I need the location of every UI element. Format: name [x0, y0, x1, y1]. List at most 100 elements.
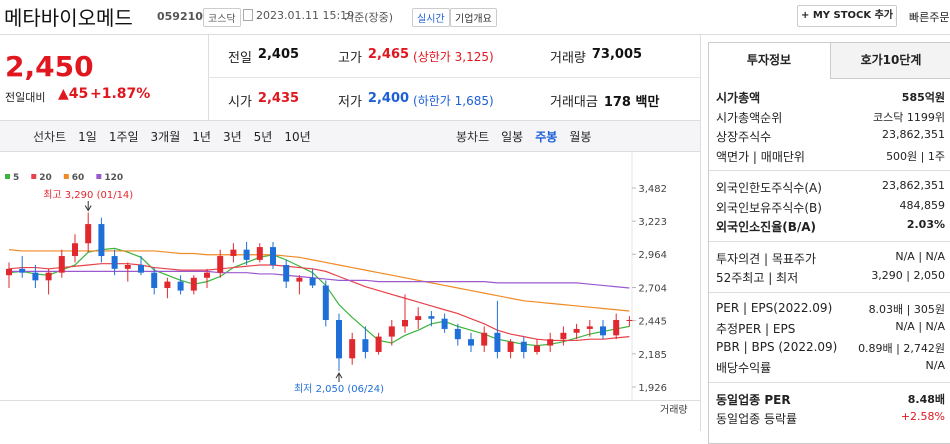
tab[interactable]: 호가10단계 [830, 43, 950, 79]
info-value: 585억원 [901, 91, 945, 104]
info-label: 시가총액순위 [716, 110, 783, 125]
y-tick-label: 1,926 [638, 383, 667, 394]
legend-label: 5 [13, 173, 19, 183]
divider [709, 291, 950, 293]
period-button[interactable]: 일봉 [501, 130, 524, 144]
period-button[interactable]: 주봉 [535, 130, 558, 144]
candle-body [547, 339, 554, 346]
period-button[interactable]: 3년 [222, 130, 242, 144]
info-value: 0.89배 | 2,742원 [858, 341, 945, 355]
ma-line [8, 247, 630, 347]
candle-body [573, 328, 580, 333]
candle-body [98, 224, 105, 257]
period-button[interactable]: 1일 [78, 130, 97, 144]
info-label: 추정PER | EPS [716, 322, 796, 336]
volume-label: 거래량 [660, 404, 688, 416]
divider [208, 77, 700, 78]
summary-label: 시가 [228, 95, 252, 110]
candle-body [243, 249, 250, 260]
info-value: 23,862,351 [882, 179, 945, 192]
period-button[interactable]: 1주일 [108, 130, 139, 144]
company-menu[interactable]: 기업개요 [450, 8, 497, 27]
candle-body [230, 249, 237, 257]
stock-name: 메타바이오메드 [4, 6, 133, 30]
summary-value: 2,435 [257, 91, 300, 106]
legend-label: 120 [104, 173, 123, 183]
realtime-badge[interactable]: 실시간 [412, 8, 450, 27]
annotation: 최저 2,050 (06/24) [294, 383, 384, 395]
candle-body [190, 277, 197, 291]
datetime: 2023.01.11 15:19 [256, 9, 355, 22]
candle-body [349, 339, 356, 359]
candle-body [124, 264, 131, 269]
info-value: +2.58% [900, 410, 945, 423]
candle-body [283, 264, 290, 282]
info-value: N/A [925, 359, 945, 372]
info-value: N/A | N/A [895, 249, 945, 263]
divider [709, 381, 950, 383]
period-button[interactable]: 10년 [284, 130, 311, 144]
price: 2,450 [5, 50, 94, 83]
info-value: 2.03% [906, 218, 945, 231]
candle-body [270, 247, 276, 265]
chart-kind: 봉차트 [456, 130, 490, 144]
candle-body [111, 256, 118, 269]
info-value: 8.03배 | 305원 [868, 302, 945, 316]
summary-label: 거래대금 [550, 95, 598, 110]
candle-body [151, 272, 158, 289]
my-stock-button[interactable]: + MY STOCK 추가 [797, 5, 897, 27]
page: 메타바이오메드 059210 코스닥 2023.01.11 15:19 기준(장… [0, 5, 950, 444]
candle-body [586, 326, 593, 329]
divider [700, 35, 701, 431]
summary-value: 2,465 [367, 47, 410, 62]
summary-value: 178 백만 [603, 95, 660, 110]
divider [709, 170, 950, 171]
candle-body [362, 339, 369, 352]
info-label: PER | EPS(2022.09) [716, 300, 833, 315]
tab[interactable]: 투자정보 [709, 43, 829, 78]
quick-order[interactable]: 빠른주문 [909, 11, 950, 24]
info-value: 23,862,351 [882, 128, 945, 141]
divider [0, 34, 950, 35]
candle-body [296, 277, 303, 282]
period-button[interactable]: 월봉 [569, 130, 592, 144]
legend-label: 60 [72, 173, 85, 183]
info-label: 52주최고 | 최저 [716, 271, 799, 285]
candle-body [520, 341, 527, 352]
candle-body [388, 326, 395, 337]
candle-body [164, 281, 171, 289]
summary-label: 전일 [228, 51, 252, 66]
candle-body [256, 247, 263, 260]
summary-value: 2,400 [367, 91, 410, 106]
candle-body [32, 272, 39, 281]
summary-label: 거래량 [550, 51, 586, 66]
legend-swatch [5, 174, 10, 179]
ma-line [8, 249, 630, 312]
candle-body [415, 316, 422, 320]
status: 기준(장중) [344, 11, 394, 24]
candle-body [309, 277, 316, 286]
info-value: 484,859 [899, 198, 946, 212]
candle-body [560, 332, 567, 340]
y-tick-label: 2,964 [638, 250, 667, 261]
info-label: PBR | BPS (2022.09) [716, 339, 838, 354]
period-button[interactable]: 3개월 [150, 130, 181, 144]
calendar-icon [243, 9, 253, 21]
period-button[interactable]: 5년 [253, 130, 273, 144]
candle-body [58, 256, 65, 273]
candle-body [19, 268, 26, 273]
candle-body [45, 272, 52, 281]
info-label: 시가총액 [716, 91, 761, 105]
info-label: 투자의견 | 목표주가 [716, 251, 816, 266]
market-badge: 코스닥 [203, 8, 241, 27]
period-button[interactable]: 1년 [192, 130, 211, 144]
legend-swatch [63, 174, 69, 179]
info-value: 코스닥 1199위 [873, 110, 945, 124]
candle-body [600, 326, 606, 336]
legend-swatch [96, 174, 102, 179]
info-value: N/A | N/A [895, 320, 945, 333]
candle-body [428, 316, 435, 319]
ma-line [9, 270, 630, 289]
candle-body [494, 332, 501, 352]
candle-body [402, 319, 408, 327]
